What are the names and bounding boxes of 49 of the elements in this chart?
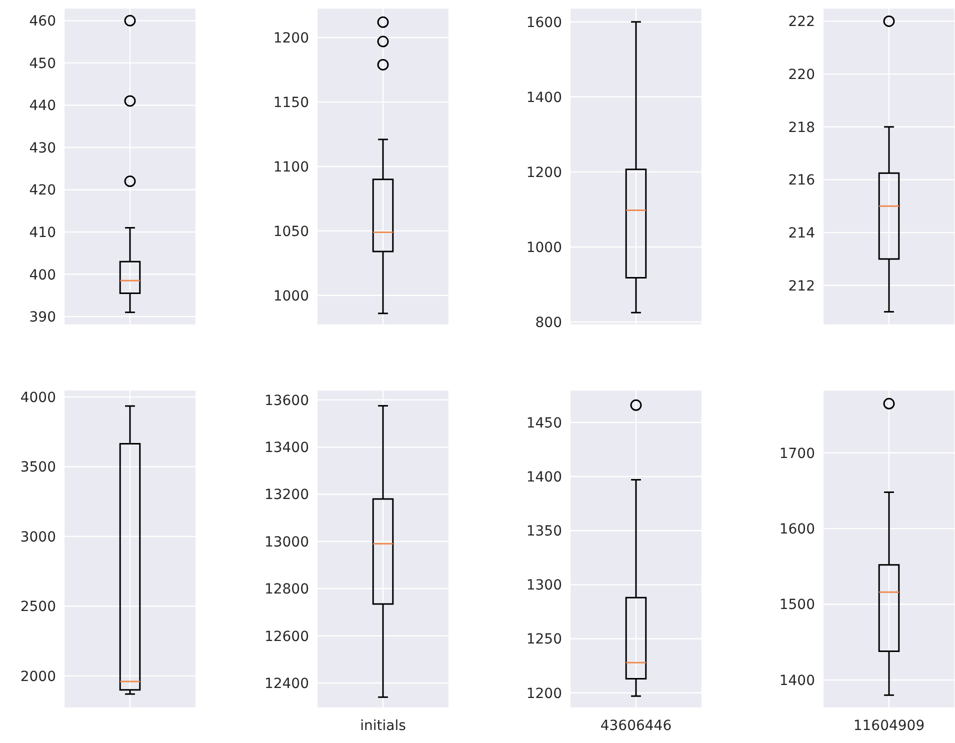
y-tick-label: 12400 xyxy=(264,676,309,692)
x-tick-label: 11604909 xyxy=(853,718,925,734)
y-tick-label: 13600 xyxy=(264,392,309,409)
y-tick-label: 1400 xyxy=(526,90,562,106)
y-tick-label: 1600 xyxy=(779,522,815,538)
y-tick-label: 13000 xyxy=(264,534,309,550)
y-tick-label: 13200 xyxy=(264,487,309,504)
y-tick-label: 410 xyxy=(29,224,56,241)
y-tick-label: 440 xyxy=(29,98,56,114)
y-tick-label: 222 xyxy=(788,14,815,30)
y-tick-label: 1600 xyxy=(526,14,562,31)
y-tick-label: 3000 xyxy=(20,529,56,546)
y-tick-label: 1200 xyxy=(526,686,562,702)
y-tick-label: 1250 xyxy=(526,632,562,648)
y-tick-label: 400 xyxy=(29,267,56,284)
y-tick-label: 1450 xyxy=(526,415,562,432)
y-tick-label: 1000 xyxy=(526,240,562,256)
y-tick-label: 430 xyxy=(29,140,56,156)
y-tick-label: 12600 xyxy=(264,628,309,645)
y-tick-label: 214 xyxy=(788,226,816,242)
y-tick-label: 1350 xyxy=(526,524,562,540)
y-tick-label: 2500 xyxy=(20,599,56,616)
y-tick-label: 216 xyxy=(788,172,816,189)
y-tick-label: 1150 xyxy=(273,95,309,112)
x-tick-label: 43606446 xyxy=(600,718,672,734)
y-tick-label: 1050 xyxy=(273,224,309,240)
y-tick-label: 450 xyxy=(29,56,56,72)
y-tick-label: 1400 xyxy=(526,470,562,486)
y-tick-label: 218 xyxy=(788,120,815,136)
y-tick-label: 1000 xyxy=(273,288,309,304)
y-tick-label: 2000 xyxy=(20,668,56,685)
y-tick-label: 13400 xyxy=(264,440,309,456)
y-tick-label: 1700 xyxy=(779,446,815,462)
y-tick-label: 390 xyxy=(29,310,56,326)
y-tick-label: 1200 xyxy=(273,30,309,47)
y-tick-label: 1100 xyxy=(273,159,309,176)
y-tick-label: 420 xyxy=(29,182,56,199)
y-tick-label: 460 xyxy=(29,14,56,30)
y-tick-label: 4000 xyxy=(20,390,56,406)
y-tick-label: 3500 xyxy=(20,460,56,476)
y-tick-label: 1300 xyxy=(526,578,562,594)
y-tick-label: 1400 xyxy=(779,672,815,689)
y-tick-label: 220 xyxy=(788,67,815,84)
y-tick-label: 1500 xyxy=(779,597,815,614)
y-tick-label: 212 xyxy=(788,278,815,294)
y-tick-label: 800 xyxy=(535,314,562,331)
y-tick-label: 1200 xyxy=(526,164,562,181)
y-tick-label: 12800 xyxy=(264,582,309,598)
x-tick-label: initials xyxy=(360,718,406,734)
